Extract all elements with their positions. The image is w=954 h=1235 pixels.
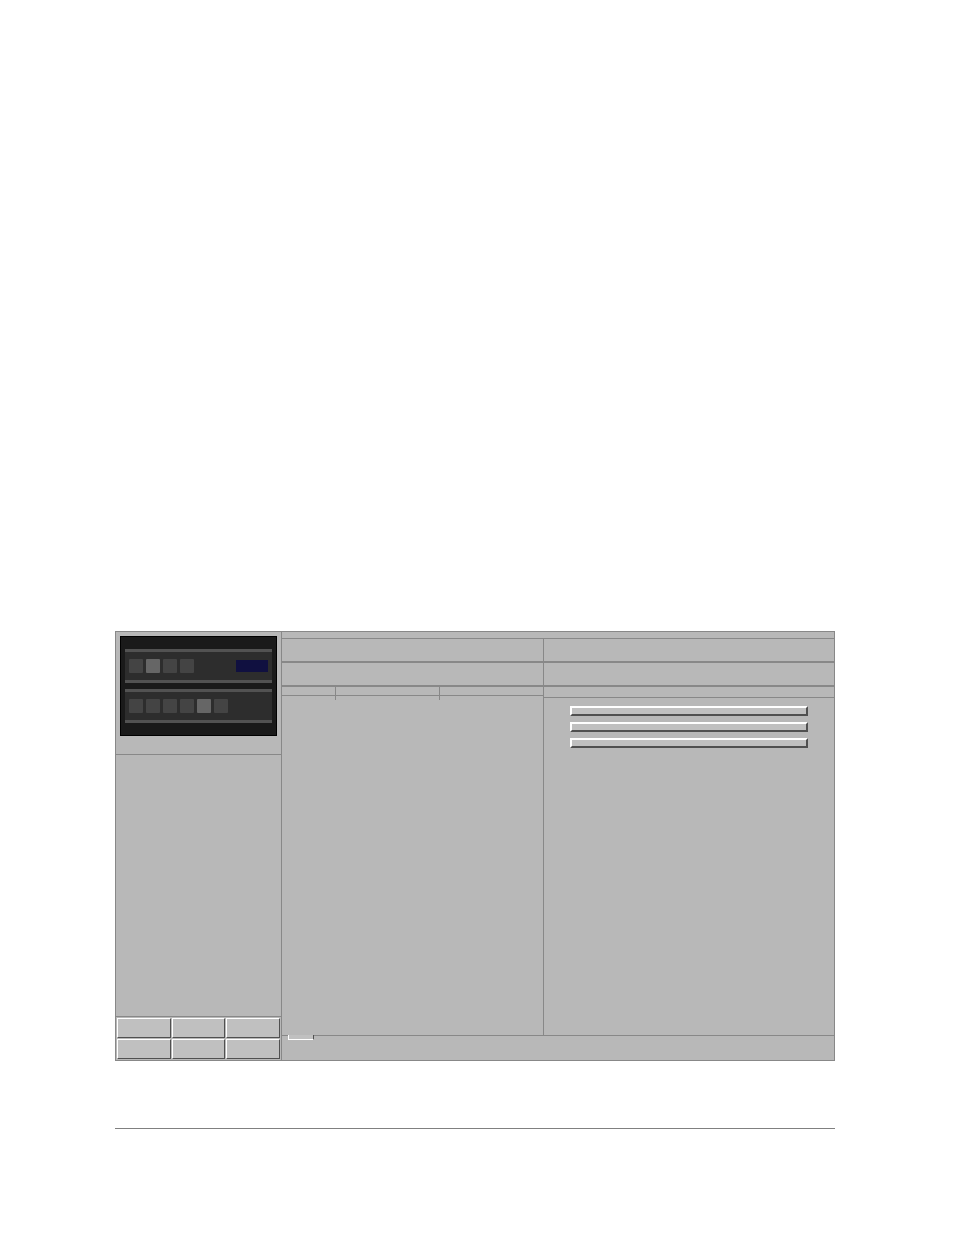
left-sidebar [116, 632, 282, 1060]
main-content [282, 632, 834, 1060]
nav-buttons [116, 1016, 281, 1060]
tf-header-tap [336, 687, 440, 695]
help-button[interactable] [226, 1018, 280, 1038]
5th-harm-func-button[interactable] [570, 722, 808, 732]
exit-button[interactable] [226, 1039, 280, 1059]
2nd-harm-func-button[interactable] [570, 738, 808, 748]
tab-title [282, 632, 834, 639]
device-info-2 [116, 754, 281, 1016]
tf-header-wdg [282, 687, 336, 695]
trend-button[interactable] [172, 1018, 226, 1038]
tab-bar [282, 1036, 834, 1060]
footer-divider [115, 1128, 835, 1129]
xform-tab[interactable] [288, 1035, 314, 1040]
tf-header-ph [440, 687, 543, 695]
device-info-1 [116, 740, 281, 754]
setup-button[interactable] [117, 1039, 171, 1059]
pct-diff-func-button[interactable] [570, 706, 808, 716]
device-image [120, 636, 277, 736]
transformer-panel [115, 631, 835, 1061]
events-button[interactable] [117, 1018, 171, 1038]
tf-wdg-table [282, 687, 544, 1035]
wave-button[interactable] [172, 1039, 226, 1059]
